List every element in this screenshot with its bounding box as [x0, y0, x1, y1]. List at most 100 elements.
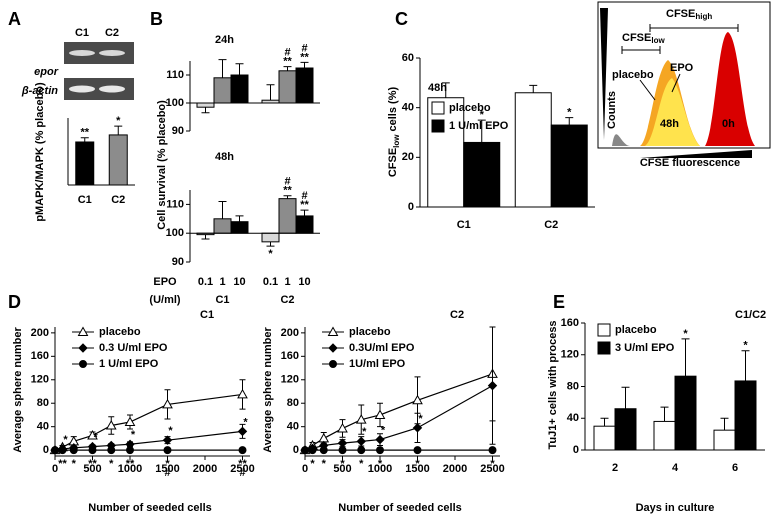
x-tick-label: C1 [78, 194, 92, 206]
panel-label: B [150, 9, 163, 29]
inset-xlabel: CFSE fluorescence [640, 157, 740, 169]
error-bar [266, 84, 275, 101]
y-tick-label: 110 [166, 198, 184, 210]
x-tick-label: 0 [52, 463, 58, 475]
significance-mark: ** [88, 458, 97, 470]
y-tick-label: 60 [402, 52, 414, 64]
error-bar [441, 82, 450, 98]
bar [213, 77, 232, 104]
chart-title: C2 [450, 309, 464, 321]
point [237, 388, 248, 399]
chart-title: 48h [428, 82, 447, 94]
error-bar [621, 386, 630, 409]
dose-label: 1 [219, 276, 225, 288]
significance-mark: * [683, 328, 688, 340]
inset-label: placebo [612, 69, 654, 81]
x-tick-label: 1000 [118, 463, 142, 475]
inset-ylabel: Counts [606, 91, 618, 129]
error-bar [720, 417, 729, 431]
gel-row: epor [34, 66, 59, 78]
x-tick-label: 2500 [480, 463, 504, 475]
y-tick-label: 0 [43, 444, 49, 456]
error-bar [235, 215, 244, 222]
x-tick-label: 2 [612, 462, 618, 474]
error-bar [529, 84, 538, 93]
point [413, 446, 422, 455]
point [69, 446, 78, 455]
significance-mark: * [418, 413, 423, 425]
bar [674, 375, 697, 451]
bar [230, 74, 249, 104]
point [162, 435, 173, 445]
significance-mark: * [109, 458, 114, 470]
error-bar [201, 234, 210, 240]
significance-mark: * [490, 458, 495, 470]
bar [278, 70, 297, 104]
y-tick-label: 40 [402, 102, 414, 114]
significance-mark: * [116, 115, 121, 127]
error-bar [266, 241, 275, 247]
error-bar [218, 59, 227, 78]
error-bar [80, 137, 89, 142]
point [87, 429, 98, 440]
flow-inset [597, 1, 771, 158]
error-bar [283, 195, 292, 199]
x-tick-label: 4 [672, 462, 679, 474]
series-line [304, 385, 493, 451]
significance-mark: * [268, 248, 273, 260]
significance-mark: * [310, 458, 315, 470]
error-bar [681, 338, 690, 377]
x-tick-label: 1500 [405, 463, 429, 475]
y-axis-label: pMAPK/MAPK (% placebo) [34, 82, 46, 222]
y-axis-label: Average sphere number [12, 327, 24, 453]
y-tick-label: 120 [31, 374, 49, 386]
y-tick-label: 0 [408, 201, 414, 213]
bar [427, 97, 465, 208]
legend-marker [78, 343, 88, 353]
legend-marker [328, 343, 338, 353]
point [374, 409, 386, 419]
point [88, 446, 97, 455]
bar [278, 198, 297, 234]
y-tick-label: 110 [166, 69, 184, 81]
legend-swatch [431, 101, 445, 115]
error-bar [283, 66, 292, 71]
significance-mark: * [168, 425, 173, 437]
significance-mark: ** [126, 458, 135, 470]
x-tick-label: 2000 [193, 463, 217, 475]
y-tick-label: 40 [287, 421, 299, 433]
legend-label: 0.3 U/ml EPO [99, 342, 168, 354]
significance-mark: * [131, 429, 136, 441]
y-tick-label: 200 [281, 327, 299, 339]
bar [295, 67, 314, 104]
point [318, 432, 330, 443]
error-bar [477, 119, 486, 143]
significance-mark: # [284, 176, 290, 188]
x-tick-label: 0 [302, 463, 308, 475]
error-bar [741, 350, 750, 381]
significance-mark: * [340, 458, 345, 470]
point [126, 446, 134, 455]
x-tick-label: C2 [544, 219, 558, 231]
x-tick-label: C2 [280, 294, 294, 306]
bar [295, 215, 314, 234]
gate-label: CFSEhigh [666, 8, 712, 21]
chart-title: C1/C2 [735, 309, 766, 321]
x-tick-label: C1 [457, 219, 471, 231]
series-line [54, 430, 243, 451]
point [58, 446, 67, 455]
panel-label: C [395, 9, 408, 29]
point [105, 419, 117, 430]
dose-label: 0.1 [263, 276, 278, 288]
legend-label: 1U/ml EPO [349, 358, 406, 370]
significance-mark: # [284, 47, 290, 59]
x-tick-label: C2 [111, 194, 125, 206]
point [163, 446, 172, 455]
significance-mark: * [362, 426, 367, 438]
point [301, 446, 309, 455]
point [338, 446, 347, 455]
y-tick-label: 0 [573, 444, 579, 456]
y-tick-label: 160 [281, 350, 299, 362]
legend-label: placebo [349, 326, 391, 338]
